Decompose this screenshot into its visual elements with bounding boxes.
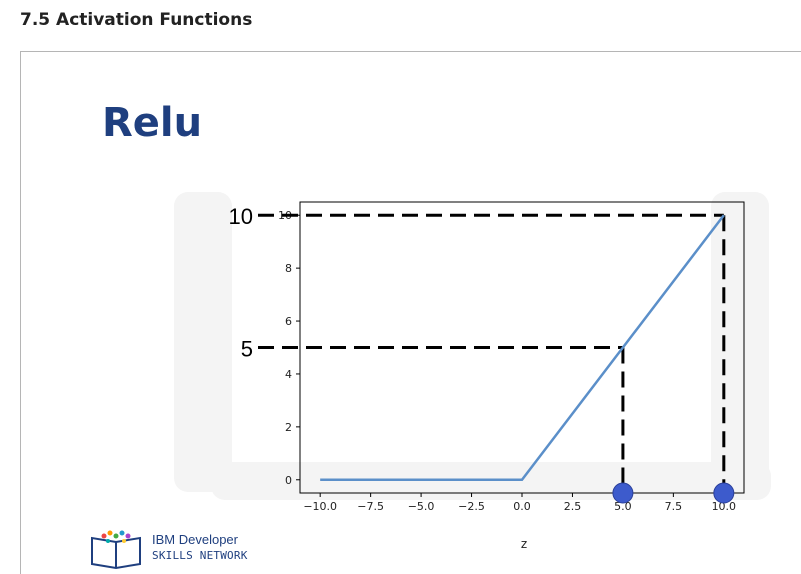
x-tick-label: 10.0 <box>712 500 737 513</box>
relu-line <box>320 214 725 482</box>
page-title: 7.5 Activation Functions <box>20 10 253 30</box>
x-tick-label: 5.0 <box>614 500 632 513</box>
x-axis-label: z <box>521 537 527 551</box>
x-tick-label: −7.5 <box>357 500 384 513</box>
y-tick-label: 6 <box>285 315 292 328</box>
x-tick-label: 2.5 <box>564 500 582 513</box>
ibm-book-logo-icon <box>91 530 141 570</box>
x-axis-marker <box>612 482 634 504</box>
slide-viewer: Relu −10.0 −7.5 −5.0 −2.5 0.0 2.5 5.0 7.5 10.0 0 2… <box>20 51 801 574</box>
y-tick-label: 0 <box>285 474 292 487</box>
x-axis-marker <box>713 482 735 504</box>
y-tick-label: 8 <box>285 262 292 275</box>
callout-label: 5 <box>241 337 253 362</box>
logo-line2: SKILLS NETWORK <box>152 549 248 562</box>
slide-watermark <box>174 192 232 492</box>
slide-title: Relu <box>102 100 203 146</box>
ibm-skills-network-logo: IBM Developer SKILLS NETWORK <box>88 530 268 570</box>
x-tick-label: −10.0 <box>303 500 337 513</box>
slide-watermark <box>711 192 769 492</box>
callout-label: 10 <box>229 204 253 229</box>
x-tick-label: 0.0 <box>513 500 531 513</box>
x-tick-label: −2.5 <box>458 500 485 513</box>
logo-line1: IBM Developer <box>152 532 238 547</box>
y-tick-label: 4 <box>285 368 292 381</box>
relu-chart: −10.0 −7.5 −5.0 −2.5 0.0 2.5 5.0 7.5 10.0 0 2 4 6 8 10… <box>229 201 745 551</box>
y-tick-label: 2 <box>285 421 292 434</box>
x-tick-label: 7.5 <box>665 500 683 513</box>
x-tick-label: −5.0 <box>408 500 435 513</box>
